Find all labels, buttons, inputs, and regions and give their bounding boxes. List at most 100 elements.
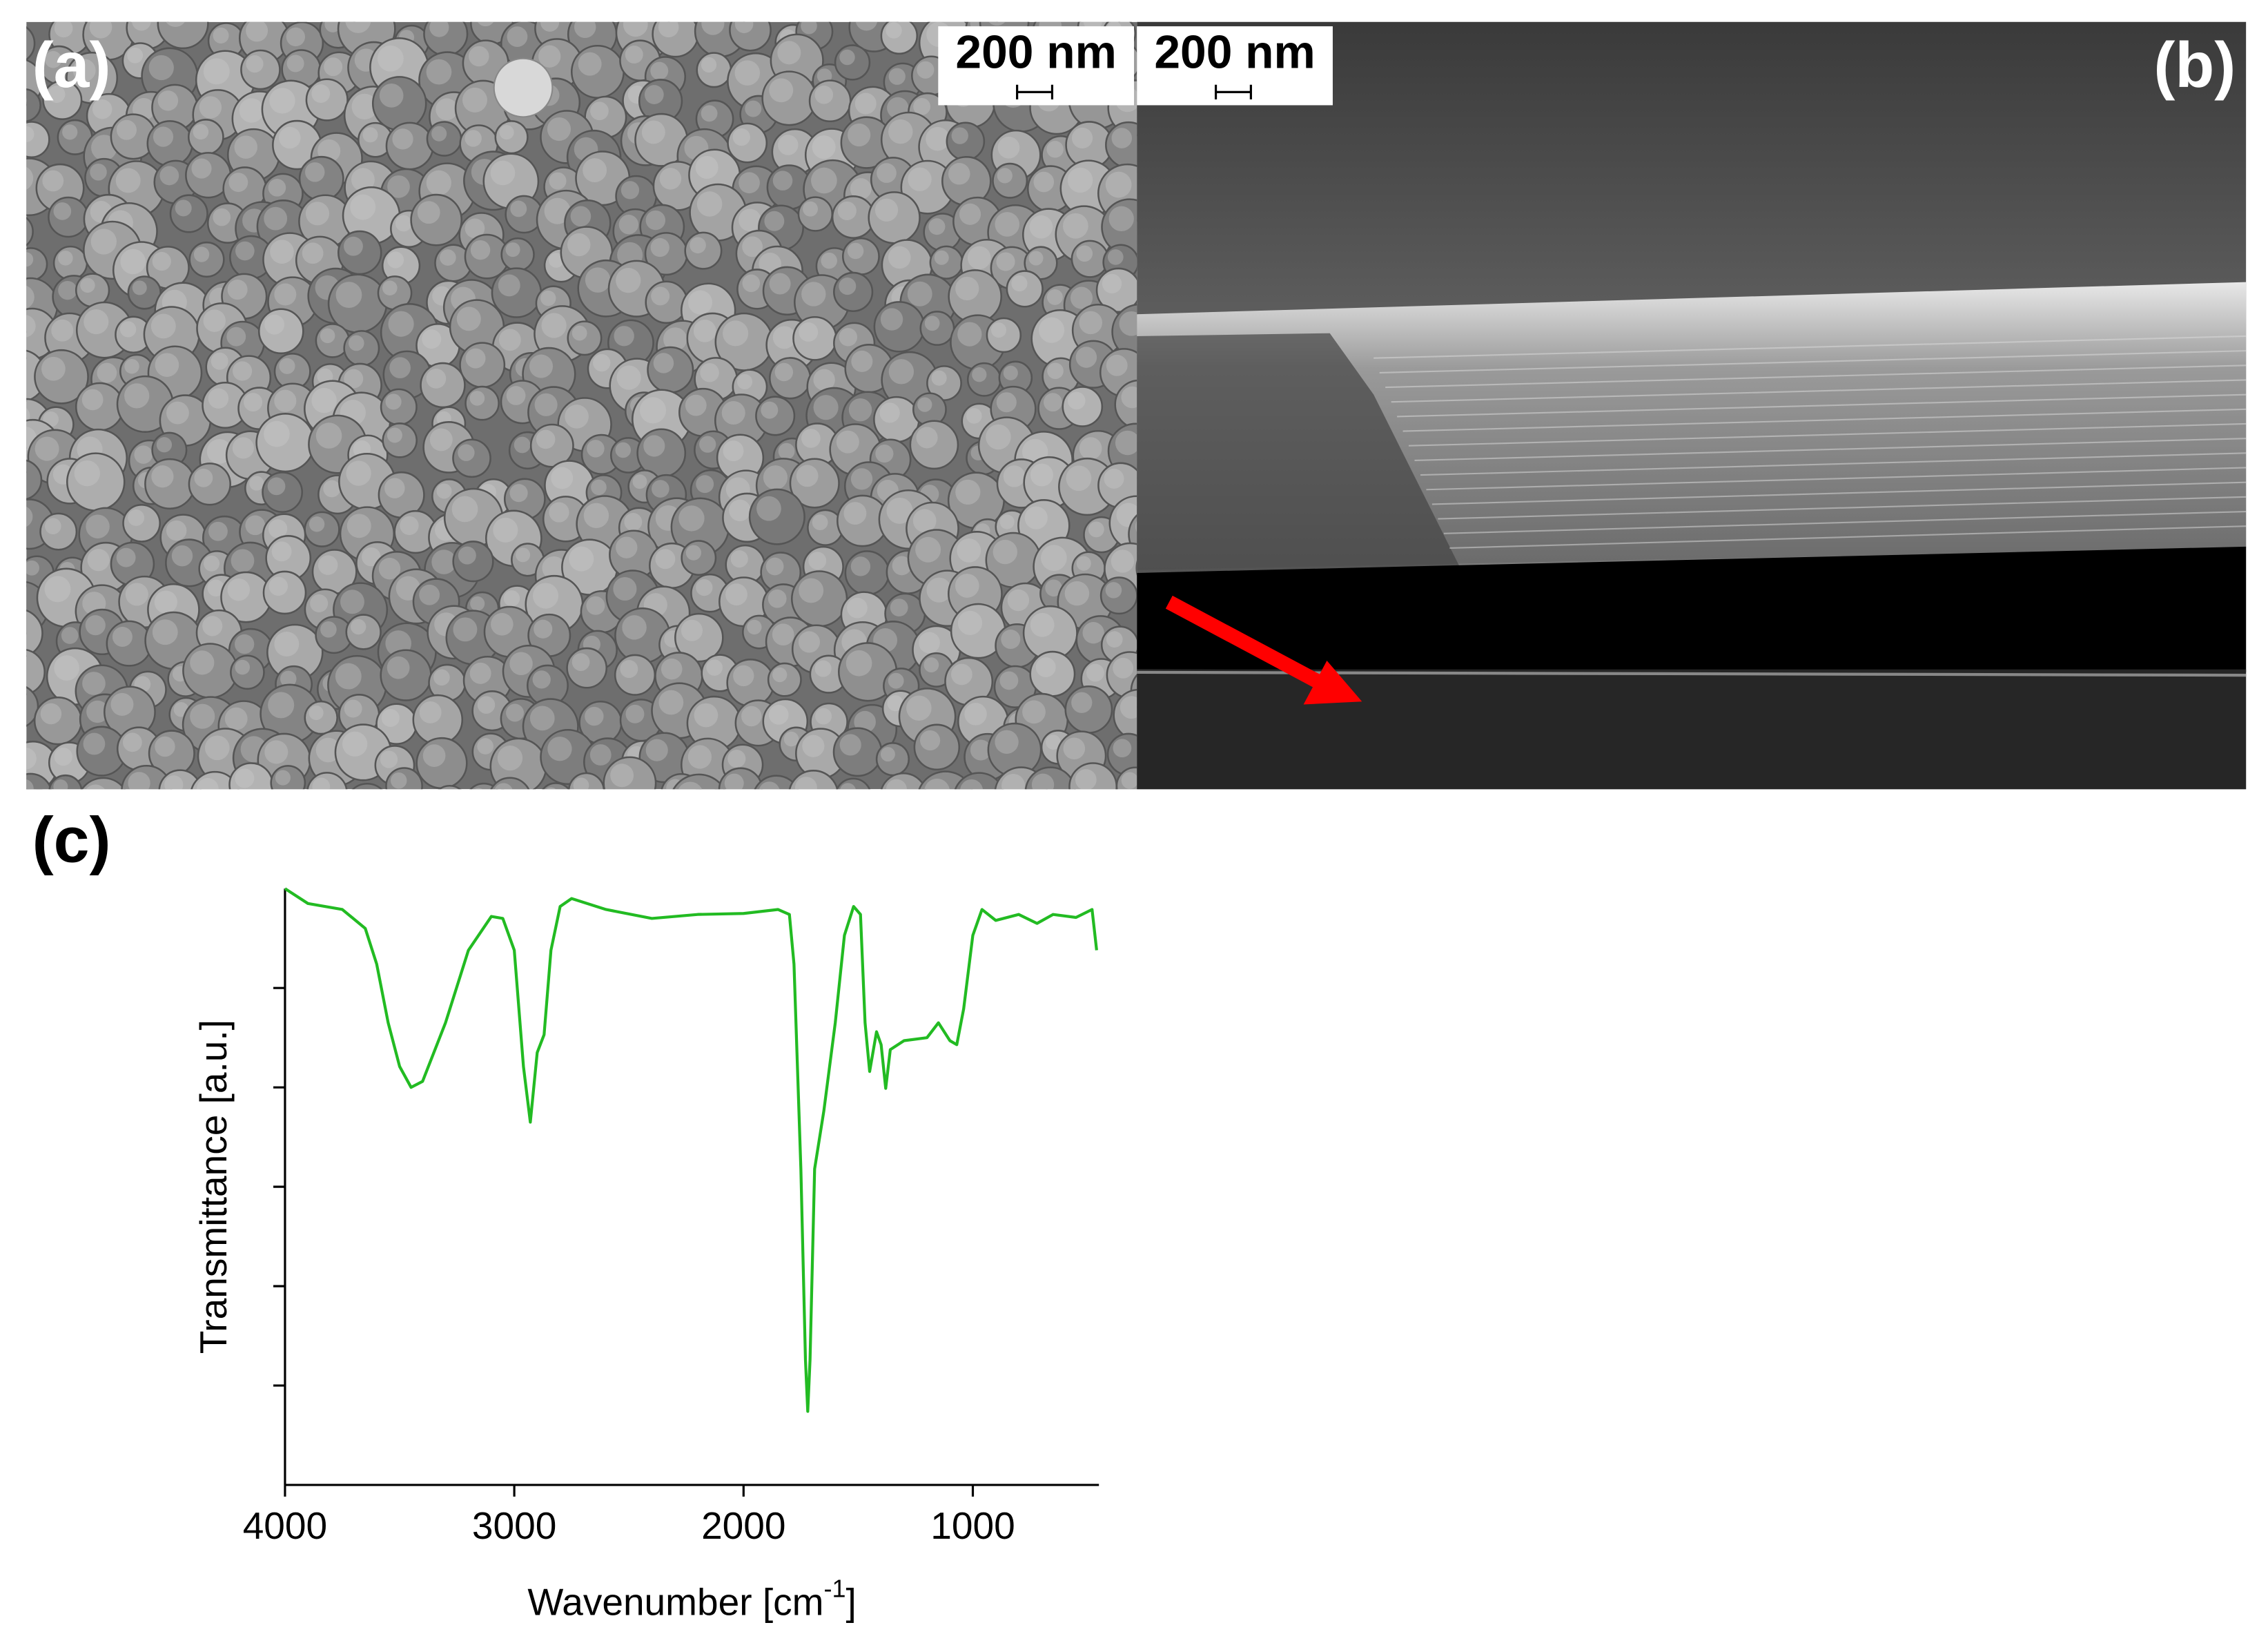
- grain-highlight: [960, 779, 984, 790]
- grain-highlight: [344, 236, 363, 256]
- grain-highlight: [799, 578, 824, 603]
- grain-highlight: [279, 358, 295, 374]
- grain-highlight: [533, 583, 559, 609]
- grain-highlight: [815, 708, 832, 725]
- grain: [26, 88, 41, 122]
- grain-highlight: [747, 619, 762, 635]
- grain-highlight: [166, 21, 185, 28]
- grain-highlight: [764, 211, 785, 231]
- grain: [305, 78, 349, 121]
- grain: [121, 764, 173, 790]
- grain-highlight: [955, 479, 981, 505]
- grain-highlight: [426, 369, 447, 389]
- grain-highlight: [1028, 251, 1044, 266]
- grain-highlight: [759, 781, 780, 790]
- grain-highlight: [87, 549, 110, 572]
- grain-highlight: [470, 240, 491, 260]
- grain: [26, 459, 43, 500]
- grain-highlight: [26, 315, 36, 338]
- grain-highlight: [271, 541, 292, 562]
- grain-highlight: [462, 87, 487, 113]
- grain-highlight: [951, 127, 968, 144]
- grain-highlight: [1106, 354, 1128, 376]
- grain-highlight: [613, 576, 637, 601]
- grain-highlight: [888, 672, 904, 689]
- grain-highlight: [493, 517, 518, 543]
- grain-highlight: [389, 357, 411, 379]
- grain-highlight: [774, 362, 794, 382]
- grain-highlight: [1045, 579, 1062, 597]
- grain-highlight: [685, 545, 701, 561]
- grain-highlight: [378, 558, 401, 580]
- grain-highlight: [509, 484, 528, 503]
- grain-highlight: [591, 479, 607, 496]
- grain: [188, 241, 225, 278]
- grain-highlight: [305, 162, 325, 182]
- grain-highlight: [1011, 275, 1028, 292]
- grain-highlight: [1044, 393, 1062, 412]
- grain-highlight: [966, 408, 982, 424]
- grain-highlight: [206, 438, 232, 464]
- grain-highlight: [549, 172, 567, 190]
- grain-highlight: [653, 353, 674, 373]
- grain-highlight: [622, 615, 647, 640]
- grain-highlight: [310, 594, 329, 613]
- grain-highlight: [643, 435, 665, 457]
- grain-highlight: [124, 383, 150, 409]
- grain-highlight: [422, 744, 446, 767]
- grain-highlight: [309, 705, 324, 721]
- grain-highlight: [727, 750, 746, 768]
- grain-highlight: [761, 401, 779, 419]
- grain-highlight: [772, 623, 794, 646]
- grain-highlight: [1024, 506, 1048, 529]
- grain-highlight: [948, 163, 970, 185]
- grain-highlight: [549, 253, 564, 268]
- panel-label: (b): [2153, 29, 2236, 101]
- grain-highlight: [999, 671, 1019, 690]
- grain: [788, 770, 839, 790]
- grain-highlight: [1079, 437, 1102, 460]
- grain-highlight: [390, 772, 407, 789]
- grain-highlight: [681, 619, 703, 641]
- grain-highlight: [997, 136, 1020, 159]
- grain-highlight: [880, 308, 903, 331]
- grain-highlight: [264, 740, 289, 764]
- grain-highlight: [618, 215, 639, 235]
- grain-highlight: [837, 201, 857, 221]
- grain-highlight: [148, 55, 174, 81]
- grain-highlight: [235, 768, 255, 788]
- grain-highlight: [541, 313, 567, 338]
- grain-highlight: [696, 191, 723, 217]
- grain-highlight: [678, 781, 703, 790]
- grain-highlight: [86, 700, 109, 723]
- grain-highlight: [345, 21, 371, 33]
- grain-highlight: [1102, 273, 1122, 294]
- grain-highlight: [90, 163, 107, 181]
- grain-highlight: [72, 59, 96, 82]
- grain-highlight: [888, 68, 906, 85]
- grain-highlight: [1033, 171, 1055, 193]
- grain: [1062, 386, 1104, 427]
- grain: [420, 362, 466, 409]
- grain-highlight: [587, 440, 605, 458]
- grain-highlight: [532, 670, 551, 689]
- grain-highlight: [814, 660, 832, 677]
- grain-highlight: [1030, 463, 1053, 487]
- grain-highlight: [644, 85, 664, 104]
- grain-highlight: [2, 218, 18, 234]
- grain-highlight: [61, 627, 79, 644]
- grain-highlight: [964, 703, 987, 726]
- grain: [262, 471, 303, 513]
- grain: [834, 44, 871, 81]
- grain-highlight: [320, 328, 335, 344]
- grain-highlight: [847, 597, 868, 619]
- grain-highlight: [972, 367, 987, 382]
- grain-highlight: [204, 555, 220, 572]
- grain-highlight: [335, 282, 362, 309]
- grain-highlight: [907, 281, 932, 307]
- grain-highlight: [351, 93, 378, 120]
- grain-highlight: [1107, 249, 1124, 265]
- grain-highlight: [651, 286, 670, 306]
- grain-highlight: [1039, 317, 1065, 343]
- grain-highlight: [431, 126, 447, 142]
